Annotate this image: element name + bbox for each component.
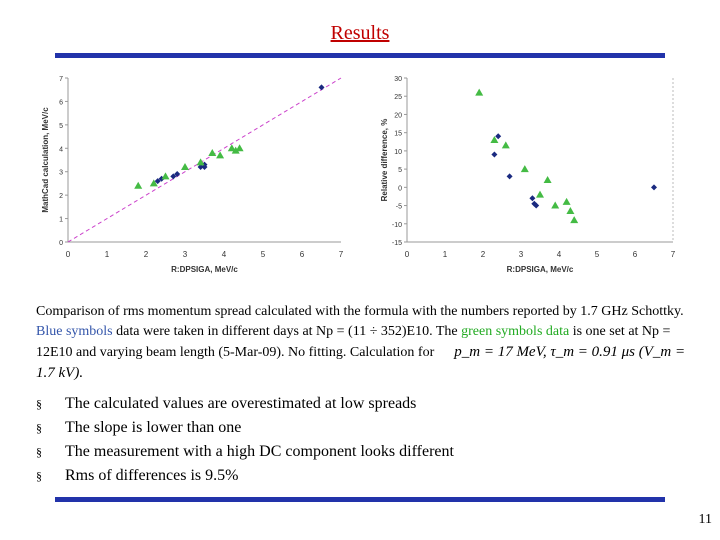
x-tick-label: 3 (519, 250, 524, 259)
green-triangle-point (216, 151, 225, 159)
y-tick-label: 20 (394, 112, 402, 119)
x-tick-label: 2 (481, 250, 486, 259)
x-tick-label: 5 (261, 250, 266, 259)
green-triangle-point (231, 146, 240, 154)
y-tick-label: 2 (59, 193, 63, 200)
y-tick-label: -10 (392, 222, 402, 229)
y-tick-label: 7 (59, 76, 63, 83)
y-tick-label: 5 (398, 167, 402, 174)
x-tick-label: 4 (557, 250, 562, 259)
green-triangle-point (543, 176, 552, 184)
relative-difference-chart: 0 1 2 3 4 5 6 7 30 25 20 15 10 5 0 -5 -10 -15 R:DPSIGA, Me… (380, 76, 676, 274)
blue-diamond-point (533, 202, 540, 209)
x-tick-label: 2 (144, 250, 149, 259)
green-triangle-point (196, 158, 205, 166)
green-triangle-point (562, 197, 571, 205)
calc-vs-measured-chart: 0 1 2 3 4 5 6 7 0 1 2 3 4 5 6 7 R:DPSIGA, MeV/c MathCad c… (41, 76, 344, 274)
green-triangle-point (227, 144, 236, 152)
blue-diamond-point (201, 164, 208, 171)
bullet-marker: § (36, 421, 42, 435)
y-tick-label: 15 (394, 131, 402, 138)
blue-diamond-point (154, 178, 161, 185)
bullet-item: § The measurement with a high DC componen… (36, 440, 686, 464)
x-tick-label: 6 (633, 250, 638, 259)
y-tick-label: 25 (394, 94, 402, 101)
x-axis-label: R:DPSIGA, MeV/c (507, 265, 574, 274)
y-tick-label: 0 (59, 240, 63, 247)
green-triangle-point (134, 181, 143, 189)
blue-diamond-point (170, 173, 177, 180)
green-triangle-point (149, 179, 158, 187)
green-triangle-point (520, 165, 529, 173)
x-axis-label: R:DPSIGA, MeV/c (171, 265, 238, 274)
green-triangle-point (570, 216, 579, 224)
green-triangle-point (235, 144, 244, 152)
x-tick-label: 0 (66, 250, 71, 259)
green-triangle-point (536, 190, 544, 198)
y-tick-label: -5 (396, 204, 402, 211)
x-tick-label: 0 (405, 250, 410, 259)
y-tick-label: 0 (398, 185, 402, 192)
blue-diamond-point (158, 175, 165, 182)
page-number: 11 (698, 512, 712, 527)
green-triangle-point (475, 88, 484, 96)
green-triangle-point (501, 141, 510, 149)
bullet-item: § Rms of differences is 9.5% (36, 464, 686, 488)
ideal-reference-line (67, 77, 342, 243)
x-tick-label: 4 (222, 250, 227, 259)
y-axis-label: MathCad calculation, MeV/c (41, 107, 50, 213)
blue-diamond-point (174, 171, 181, 178)
x-tick-label: 5 (595, 250, 600, 259)
green-triangle-point (181, 163, 189, 171)
blue-diamond-point (529, 195, 536, 202)
bullet-marker: § (36, 397, 42, 411)
green-triangle-point (208, 148, 217, 156)
blue-diamond-point (495, 133, 502, 140)
x-tick-label: 7 (339, 250, 344, 259)
y-tick-label: 1 (59, 217, 63, 224)
blue-diamond-point (506, 173, 513, 180)
figure-caption: Comparison of rms momentum spread calcul… (36, 304, 686, 381)
y-tick-label: 6 (59, 99, 63, 106)
y-tick-label: 5 (59, 123, 63, 130)
y-tick-label: -15 (392, 240, 402, 247)
bullet-marker: § (36, 445, 42, 459)
x-tick-label: 3 (183, 250, 188, 259)
slide-title: Results (330, 22, 390, 44)
y-tick-label: 30 (394, 76, 402, 83)
calculation-formula: p_m = 17 MeV, τ_m = 0.91 μs (V_m = 1.7 k… (36, 344, 686, 381)
green-triangle-point (566, 207, 575, 215)
blue-diamond-point (318, 84, 325, 91)
x-tick-label: 6 (300, 250, 305, 259)
bullet-item: § The slope is lower than one (36, 416, 686, 440)
conclusions-list: § The calculated values are overestimated… (36, 392, 686, 488)
y-tick-label: 10 (394, 149, 402, 156)
blue-diamond-point (651, 184, 657, 191)
y-tick-label: 4 (59, 146, 63, 153)
x-tick-label: 1 (105, 250, 110, 259)
blue-diamond-point (197, 164, 204, 171)
bullet-item: § The calculated values are overestimated… (36, 392, 686, 416)
green-triangle-point (490, 135, 499, 143)
y-axis-label: Relative difference, % (380, 119, 389, 202)
bullet-marker: § (36, 469, 42, 483)
y-tick-label: 3 (59, 170, 63, 177)
blue-diamond-point (491, 151, 498, 158)
green-triangle-point (161, 172, 170, 180)
x-tick-label: 1 (443, 250, 448, 259)
title-rule (55, 53, 665, 58)
x-tick-label: 7 (671, 250, 676, 259)
green-triangle-point (551, 201, 560, 209)
footer-rule (55, 497, 665, 502)
